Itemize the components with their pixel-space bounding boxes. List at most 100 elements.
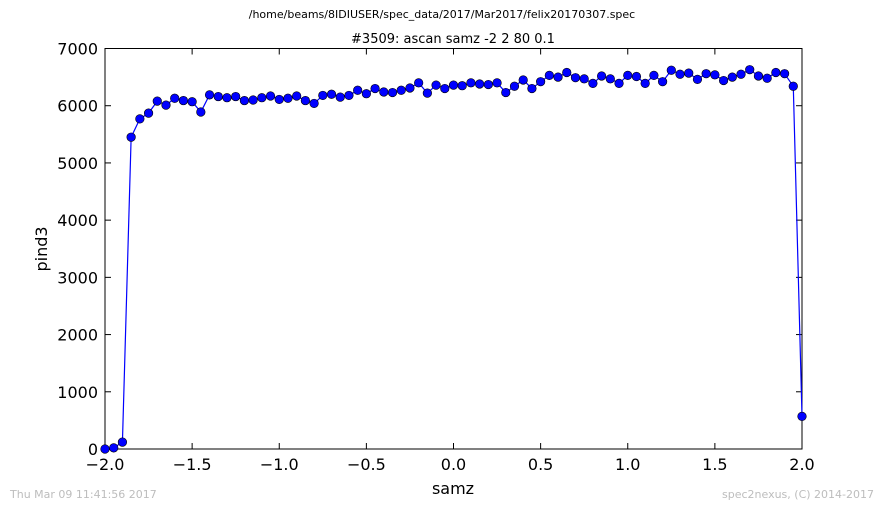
data-point: [475, 79, 485, 89]
y-axis-label: pind3: [32, 226, 51, 271]
x-tick-label: 1.5: [702, 455, 727, 474]
data-point: [736, 69, 746, 79]
data-series: [100, 65, 807, 454]
data-point: [283, 93, 293, 103]
data-point: [187, 97, 197, 107]
data-point: [135, 114, 145, 124]
data-point: [597, 71, 607, 81]
x-tick-label: 0.0: [441, 455, 466, 474]
data-point: [117, 437, 128, 447]
data-point: [692, 74, 703, 84]
footer-credit: spec2nexus, (C) 2014-2017: [722, 488, 874, 501]
data-point: [771, 67, 781, 78]
data-point: [614, 78, 624, 89]
data-point: [788, 81, 798, 91]
y-tick-label: 6000: [57, 97, 98, 116]
x-tick-label: 0.5: [528, 455, 553, 474]
data-point: [684, 68, 694, 78]
data-point: [309, 98, 319, 109]
data-point: [361, 89, 371, 99]
data-point: [170, 93, 180, 103]
data-point: [727, 72, 737, 82]
data-point: [326, 89, 337, 99]
data-point: [126, 132, 136, 142]
data-point: [152, 96, 162, 106]
data-point: [448, 80, 459, 90]
data-point: [753, 71, 764, 81]
data-point: [553, 72, 563, 82]
x-tick-label: 2.0: [789, 455, 814, 474]
data-point: [570, 73, 581, 83]
x-tick-label: −2.0: [86, 455, 125, 474]
data-point: [779, 69, 790, 79]
data-point: [466, 78, 476, 88]
y-tick-label: 3000: [57, 268, 98, 287]
data-point: [797, 411, 807, 421]
data-point: [440, 83, 450, 94]
data-point: [457, 81, 467, 91]
footer-timestamp: Thu Mar 09 11:41:56 2017: [10, 488, 157, 501]
data-point: [579, 74, 589, 84]
y-tick-label: 7000: [57, 40, 98, 59]
data-point: [335, 92, 345, 102]
data-point: [248, 95, 258, 105]
data-point: [710, 70, 720, 80]
data-point: [161, 100, 171, 110]
y-tick-label: 4000: [57, 211, 98, 230]
file-path-title: /home/beams/8IDIUSER/spec_data/2017/Mar2…: [248, 8, 636, 21]
data-point: [300, 95, 310, 106]
data-point: [265, 91, 276, 101]
data-point: [143, 108, 154, 118]
data-point: [745, 65, 755, 75]
data-point: [396, 85, 406, 95]
data-point: [109, 443, 119, 453]
y-axis: 0 1000 2000 3000 4000 5000 6000 7000: [57, 40, 802, 459]
data-point: [657, 77, 668, 87]
x-tick-label: −1.0: [260, 455, 299, 474]
data-point: [605, 74, 615, 84]
data-point: [492, 78, 502, 88]
data-point: [649, 70, 659, 80]
plot-frame: [104, 48, 803, 450]
data-point: [353, 85, 363, 95]
data-point: [501, 87, 511, 98]
data-point: [640, 78, 650, 89]
data-point: [588, 78, 598, 89]
data-point: [414, 78, 424, 88]
y-tick-label: 2000: [57, 326, 98, 345]
data-point: [204, 90, 215, 100]
data-point: [178, 95, 189, 106]
data-point: [527, 83, 537, 94]
data-point: [213, 91, 223, 102]
data-point: [257, 93, 267, 103]
data-point: [196, 107, 206, 117]
chart-title: #3509: ascan samz -2 2 80 0.1: [351, 32, 555, 47]
data-point: [387, 87, 398, 98]
data-point: [544, 70, 554, 80]
data-point: [675, 69, 685, 79]
data-point: [483, 79, 493, 90]
data-point: [100, 444, 110, 454]
x-tick-label: −0.5: [347, 455, 386, 474]
data-point: [536, 77, 546, 87]
data-point: [318, 90, 328, 101]
plot-area: [104, 48, 803, 450]
data-point: [701, 69, 711, 79]
data-point: [239, 95, 249, 106]
data-point: [222, 93, 232, 103]
x-tick-label: 1.0: [615, 455, 640, 474]
x-axis-label: samz: [432, 479, 474, 498]
data-point: [518, 75, 528, 85]
data-point: [370, 83, 380, 94]
y-tick-label: 1000: [57, 383, 98, 402]
data-point: [231, 91, 241, 102]
data-point: [379, 87, 389, 97]
data-point: [405, 83, 415, 93]
series-line: [104, 68, 803, 450]
data-point: [292, 91, 302, 101]
data-point: [762, 73, 772, 83]
data-point: [562, 67, 572, 78]
data-point: [623, 70, 633, 80]
data-point: [718, 75, 729, 86]
